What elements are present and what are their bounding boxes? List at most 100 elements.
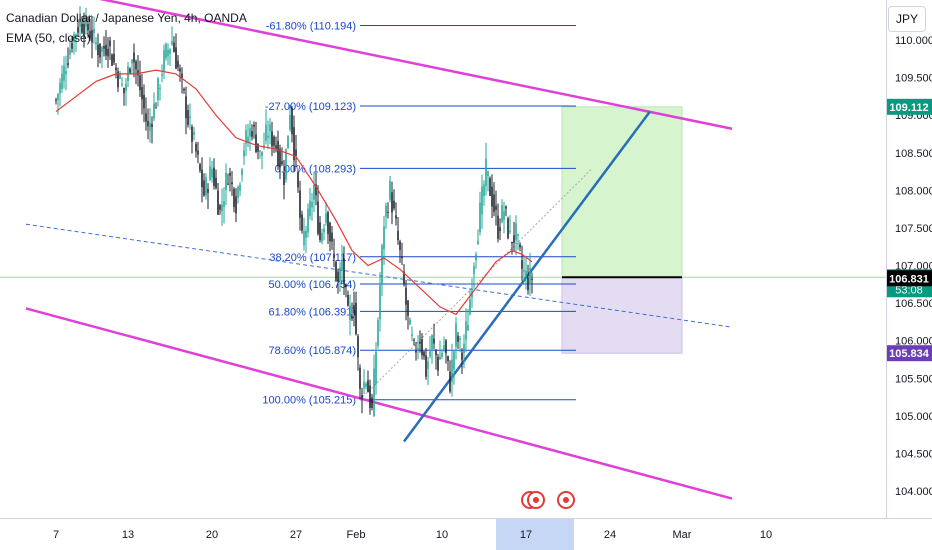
candle-body — [185, 96, 187, 119]
candle-body — [175, 47, 177, 69]
candle-body — [161, 74, 163, 76]
candle-body — [333, 253, 335, 259]
candle-body — [503, 211, 505, 220]
candle-body — [441, 352, 443, 357]
price-badge-label: 106.831 — [889, 273, 929, 285]
candle-body — [213, 167, 215, 186]
candle-body — [183, 88, 185, 91]
candle-body — [219, 205, 221, 210]
candle-body — [507, 218, 509, 239]
price-badge — [887, 345, 932, 362]
candle-body — [151, 123, 153, 128]
candle-body — [501, 205, 503, 223]
candle-body — [103, 46, 105, 49]
candle-body — [85, 14, 87, 27]
candle-body — [523, 269, 525, 272]
candle-body — [491, 186, 493, 207]
x-tick-label: 7 — [53, 529, 59, 541]
candle-body — [399, 241, 401, 251]
candle-body — [447, 356, 449, 361]
candle-body — [479, 202, 481, 233]
fib-level-label: 78.60% (105.874) — [269, 345, 356, 357]
candle-body — [69, 49, 71, 55]
candle-body — [467, 325, 469, 331]
candle-body — [431, 335, 433, 350]
candle-body — [363, 381, 365, 389]
support-trendline — [402, 110, 652, 443]
candle-body — [515, 223, 517, 241]
y-tick-label: 108.500 — [895, 148, 932, 160]
candle-body — [223, 201, 225, 208]
candle-body — [109, 40, 111, 47]
candle-body — [317, 201, 319, 234]
fib-level-label: 0.00% (108.293) — [275, 163, 356, 175]
candle-body — [211, 168, 213, 178]
candle-body — [445, 340, 447, 354]
candle-body — [77, 27, 79, 33]
candle-body — [67, 63, 69, 66]
candle-body — [517, 234, 519, 236]
candle-body — [289, 114, 291, 130]
candle-body — [195, 143, 197, 152]
candle-body — [407, 300, 409, 316]
candle-body — [155, 107, 157, 109]
candle-body — [203, 180, 205, 196]
candle-body — [437, 357, 439, 371]
y-tick-label: 106.500 — [895, 298, 932, 310]
candle-body — [367, 380, 369, 393]
candle-body — [429, 351, 431, 357]
candle-body — [105, 44, 107, 56]
drawings-layer[interactable] — [25, 0, 733, 500]
candle-body — [87, 23, 89, 31]
candle-body — [269, 124, 271, 132]
candle-body — [353, 305, 355, 314]
candle-body — [93, 28, 95, 34]
currency-button[interactable]: JPY — [888, 6, 926, 32]
candle-body — [509, 230, 511, 232]
candle-body — [291, 107, 293, 135]
candle-body — [389, 180, 391, 200]
candle-body — [339, 267, 341, 281]
candle-body — [173, 42, 175, 52]
y-tick-label: 107.500 — [895, 223, 932, 235]
economic-event-dot — [563, 497, 569, 503]
stop-zone — [561, 276, 683, 354]
economic-event-dot — [533, 497, 539, 503]
candle-body — [61, 73, 63, 89]
events-layer[interactable] — [521, 491, 575, 509]
candle-body — [251, 131, 253, 137]
candle-body — [233, 188, 235, 207]
candle-body — [349, 305, 351, 321]
candle-body — [459, 338, 461, 340]
candle-body — [169, 49, 171, 54]
x-tick-label: Mar — [673, 529, 692, 541]
candle-body — [417, 347, 419, 352]
candle-body — [217, 190, 219, 215]
fib-level-label: -61.80% (110.194) — [266, 20, 356, 32]
candle-body — [141, 87, 143, 100]
x-tick-label: 13 — [122, 529, 134, 541]
candle-body — [147, 120, 149, 127]
candle-body — [165, 43, 167, 59]
candle-body — [371, 397, 373, 408]
candle-body — [397, 230, 399, 241]
candle-body — [401, 256, 403, 259]
x-tick-label: 20 — [206, 529, 218, 541]
candle-body — [319, 222, 321, 241]
candle-body — [137, 70, 139, 76]
candle-body — [107, 48, 109, 57]
candle-body — [469, 299, 471, 315]
candle-body — [461, 352, 463, 360]
candle-body — [59, 82, 61, 94]
zones-layer — [0, 106, 886, 550]
candle-body — [121, 83, 123, 86]
ema-indicator-label[interactable]: EMA (50, close) — [6, 31, 91, 45]
candle-body — [301, 214, 303, 231]
candle-body — [255, 134, 257, 152]
candle-body — [83, 23, 85, 37]
channel-lower-line — [25, 307, 733, 500]
candle-body — [119, 73, 121, 80]
candle-body — [411, 334, 413, 337]
candle-body — [179, 68, 181, 72]
